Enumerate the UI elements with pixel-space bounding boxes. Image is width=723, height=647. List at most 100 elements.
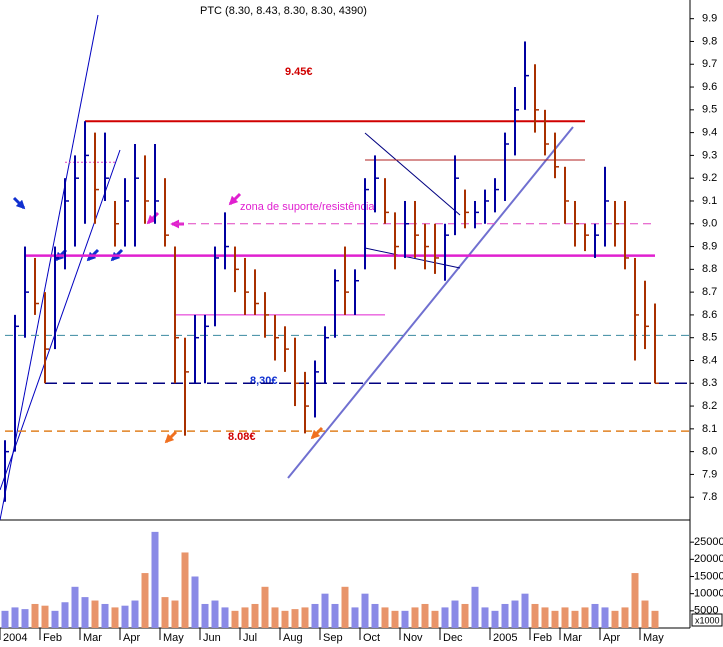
volume-bar bbox=[191, 576, 199, 628]
trend-line bbox=[287, 126, 574, 479]
volume-bar bbox=[501, 603, 509, 628]
volume-bar bbox=[91, 600, 99, 628]
volume-bar bbox=[371, 603, 379, 628]
volume-bar bbox=[331, 603, 339, 628]
arrow bbox=[12, 196, 26, 210]
volume-bar bbox=[471, 586, 479, 628]
volume-bar bbox=[421, 603, 429, 628]
volume-bar bbox=[201, 603, 209, 628]
x-tick-label: Jun bbox=[203, 632, 221, 644]
volume-bar bbox=[211, 600, 219, 628]
volume-bar bbox=[41, 605, 49, 628]
x-tick-label: Feb bbox=[43, 632, 62, 644]
annotation: zona de suporte/resistência bbox=[240, 201, 375, 213]
trend-line bbox=[0, 14, 99, 521]
volume-bar bbox=[141, 573, 149, 628]
x-tick-label: Apr bbox=[603, 632, 620, 644]
y-tick-label: 9.8 bbox=[702, 35, 717, 47]
volume-bar bbox=[411, 607, 419, 628]
volume-bar bbox=[531, 603, 539, 628]
unit-label: x1000 bbox=[695, 615, 720, 625]
y-tick-label: 15000 bbox=[694, 570, 723, 582]
volume-bar bbox=[611, 610, 619, 628]
volume-bar bbox=[101, 603, 109, 628]
x-tick-label: Mar bbox=[563, 632, 582, 644]
arrow bbox=[164, 430, 178, 444]
volume-bar bbox=[151, 531, 159, 628]
y-tick-label: 9.4 bbox=[702, 127, 717, 139]
y-tick-label: 9.0 bbox=[702, 218, 717, 230]
volume-bar bbox=[271, 607, 279, 628]
volume-bar bbox=[261, 586, 269, 628]
y-tick-label: 9.6 bbox=[702, 81, 717, 93]
y-tick-label: 20000 bbox=[694, 553, 723, 565]
x-tick-label: Aug bbox=[283, 632, 303, 644]
y-tick-label: 8.7 bbox=[702, 286, 717, 298]
volume-bar bbox=[621, 607, 629, 628]
volume-bar bbox=[561, 607, 569, 628]
y-tick-label: 8.1 bbox=[702, 423, 717, 435]
x-tick-label: Feb bbox=[533, 632, 552, 644]
x-tick-label: 2005 bbox=[493, 632, 517, 644]
volume-bar bbox=[521, 593, 529, 628]
x-tick-label: Dec bbox=[443, 632, 463, 644]
volume-bar bbox=[461, 603, 469, 628]
volume-bar bbox=[631, 573, 639, 628]
volume-bar bbox=[451, 600, 459, 628]
volume-bar bbox=[31, 603, 39, 628]
volume-bar bbox=[1, 610, 9, 628]
y-tick-label: 25000 bbox=[694, 536, 723, 548]
volume-bar bbox=[171, 600, 179, 628]
volume-bar bbox=[221, 607, 229, 628]
x-tick-label: Apr bbox=[123, 632, 140, 644]
volume-bar bbox=[551, 610, 559, 628]
chart-title: PTC (8.30, 8.43, 8.30, 8.30, 4390) bbox=[200, 5, 367, 17]
arrow bbox=[310, 426, 324, 440]
volume-bar bbox=[441, 607, 449, 628]
y-tick-label: 5000 bbox=[694, 605, 718, 617]
volume-bar bbox=[571, 610, 579, 628]
y-tick-label: 9.3 bbox=[702, 149, 717, 161]
volume-bar bbox=[641, 600, 649, 628]
volume-bar bbox=[351, 607, 359, 628]
x-tick-label: Jul bbox=[243, 632, 257, 644]
volume-bar bbox=[281, 610, 289, 628]
y-tick-label: 8.5 bbox=[702, 332, 717, 344]
volume-bar bbox=[241, 607, 249, 628]
volume-bar bbox=[61, 602, 69, 628]
volume-bar bbox=[291, 609, 299, 628]
y-tick-label: 8.0 bbox=[702, 446, 717, 458]
volume-bar bbox=[131, 600, 139, 628]
volume-bar bbox=[11, 607, 19, 628]
x-tick-label: May bbox=[163, 632, 184, 644]
volume-bar bbox=[581, 607, 589, 628]
volume-bar bbox=[381, 607, 389, 628]
volume-bar bbox=[541, 607, 549, 628]
y-tick-label: 9.7 bbox=[702, 58, 717, 70]
volume-bar bbox=[341, 586, 349, 628]
volume-bar bbox=[301, 607, 309, 628]
unit-box bbox=[691, 613, 723, 627]
x-tick-label: Mar bbox=[83, 632, 102, 644]
volume-bar bbox=[601, 607, 609, 628]
volume-bar bbox=[591, 603, 599, 628]
trend-line bbox=[364, 132, 461, 216]
volume-bar bbox=[231, 610, 239, 628]
volume-bar bbox=[121, 605, 129, 628]
y-tick-label: 9.1 bbox=[702, 195, 717, 207]
annotation: 8,30€ bbox=[250, 375, 278, 387]
annotation: 8.08€ bbox=[228, 431, 256, 443]
y-tick-label: 9.2 bbox=[702, 172, 717, 184]
volume-bar bbox=[321, 593, 329, 628]
volume-bar bbox=[81, 597, 89, 628]
y-tick-label: 8.6 bbox=[702, 309, 717, 321]
x-tick-label: Oct bbox=[363, 632, 380, 644]
volume-bar bbox=[311, 603, 319, 628]
y-tick-label: 8.9 bbox=[702, 240, 717, 252]
x-tick-label: Sep bbox=[323, 632, 343, 644]
volume-bar bbox=[161, 597, 169, 628]
volume-bar bbox=[21, 609, 29, 628]
volume-bar bbox=[491, 610, 499, 628]
volume-bar bbox=[251, 603, 259, 628]
